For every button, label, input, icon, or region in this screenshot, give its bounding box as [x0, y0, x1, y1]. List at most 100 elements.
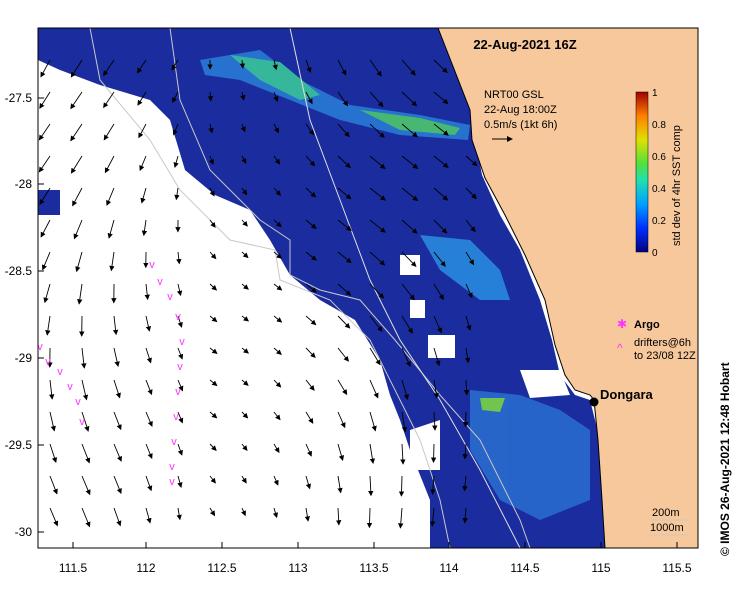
current-arrow [369, 379, 379, 399]
drifter-marker: v [157, 276, 163, 288]
drifter-marker: v [79, 416, 85, 428]
current-arrow [273, 187, 281, 196]
current-arrow [145, 507, 152, 524]
current-arrow [209, 507, 216, 517]
current-arrow [433, 347, 441, 367]
current-arrow [172, 123, 179, 136]
current-arrow [433, 283, 444, 301]
argo-icon: ✱ [617, 317, 627, 331]
current-arrow [239, 59, 246, 69]
current-arrow [113, 507, 122, 527]
current-arrow [430, 475, 436, 495]
current-arrow [433, 91, 449, 105]
current-arrow [140, 187, 147, 204]
current-arrow [49, 475, 58, 495]
current-arrow [430, 443, 437, 463]
current-arrow [38, 155, 51, 173]
argo-label: Argo [634, 319, 660, 331]
credit-label: © IMOS 26-Aug-2021 12:48 Hobart [718, 362, 732, 556]
current-arrow [369, 59, 382, 77]
current-arrow [273, 123, 279, 134]
current-arrow [465, 155, 478, 167]
colorbar-label: std dev of 4hr SST comp [671, 125, 683, 246]
current-arrow [209, 187, 215, 197]
lon-tick-label: 112.5 [207, 561, 236, 575]
drifter-marker: v [169, 461, 175, 473]
drifter-marker: v [167, 291, 173, 303]
current-arrow [401, 283, 415, 301]
lon-tick-label: 111.5 [59, 561, 88, 575]
current-arrow [209, 443, 217, 451]
lon-tick-label: 112 [136, 561, 155, 575]
current-arrow [462, 507, 468, 524]
current-arrow [337, 347, 349, 362]
current-arrow [40, 219, 51, 238]
current-arrow [176, 251, 182, 265]
current-arrow [49, 507, 59, 527]
cbar-tick-04: 0.4 [652, 184, 666, 195]
drifter-marker: v [175, 311, 181, 323]
current-arrow [400, 443, 406, 465]
cbar-tick-02: 0.2 [652, 216, 666, 227]
current-arrow [369, 219, 386, 233]
current-arrow [177, 475, 183, 488]
place-dongara: Dongara [600, 387, 654, 402]
current-arrow [273, 443, 280, 454]
lon-tick-label: 115.5 [662, 561, 691, 575]
current-arrow [240, 123, 246, 133]
current-arrow [176, 283, 183, 297]
current-arrow [273, 91, 279, 102]
current-arrow [39, 187, 51, 205]
current-arrow [241, 507, 246, 517]
current-arrow [305, 283, 317, 293]
current-arrow [208, 155, 214, 166]
lon-tick-label: 113.5 [359, 561, 388, 575]
colorbar-ticks: 1 0.8 0.6 0.4 0.2 0 [652, 88, 666, 259]
current-arrow [70, 155, 83, 174]
current-arrow [369, 283, 385, 299]
drifter-marker: v [57, 366, 63, 378]
current-arrow [209, 411, 218, 419]
current-arrow [113, 347, 120, 367]
current-arrow [369, 187, 386, 201]
current-arrow [337, 283, 352, 296]
current-arrow [70, 123, 83, 142]
current-arrow [464, 347, 471, 364]
current-arrow [141, 219, 148, 237]
current-arrow [240, 91, 246, 101]
current-arrow [241, 443, 248, 452]
drifter-marker: v [45, 356, 51, 368]
lon-tick-label: 114 [439, 561, 458, 575]
current-arrow [337, 379, 348, 396]
current-arrow [305, 347, 316, 359]
contour-1000m [89, 28, 451, 548]
current-arrow [72, 187, 83, 207]
current-arrow [45, 315, 51, 336]
lat-tick-label: -29.5 [5, 438, 33, 452]
current-arrow [273, 379, 282, 388]
current-arrow [145, 475, 153, 492]
current-arrow [465, 315, 472, 331]
current-arrow [103, 123, 115, 141]
current-arrow [368, 475, 374, 497]
drifter-marker: v [179, 336, 185, 348]
lon-tick-label: 115 [591, 561, 610, 575]
current-arrow [73, 219, 83, 240]
current-arrow [465, 187, 477, 200]
current-arrow [337, 91, 349, 107]
current-arrow [241, 379, 249, 386]
current-arrow [145, 443, 153, 460]
current-arrow [241, 411, 249, 419]
current-arrow [305, 59, 312, 74]
current-arrow [241, 347, 249, 354]
drifter-marker: v [169, 476, 175, 488]
current-arrow [171, 59, 179, 71]
current-arrow [366, 507, 373, 529]
current-arrow [401, 251, 417, 267]
drifter-marker: v [149, 259, 155, 271]
lat-tick-label: -28 [15, 177, 33, 191]
current-arrow [305, 315, 317, 326]
current-arrow [305, 91, 313, 105]
drifter-marker: v [177, 361, 183, 373]
current-arrow [432, 411, 438, 431]
